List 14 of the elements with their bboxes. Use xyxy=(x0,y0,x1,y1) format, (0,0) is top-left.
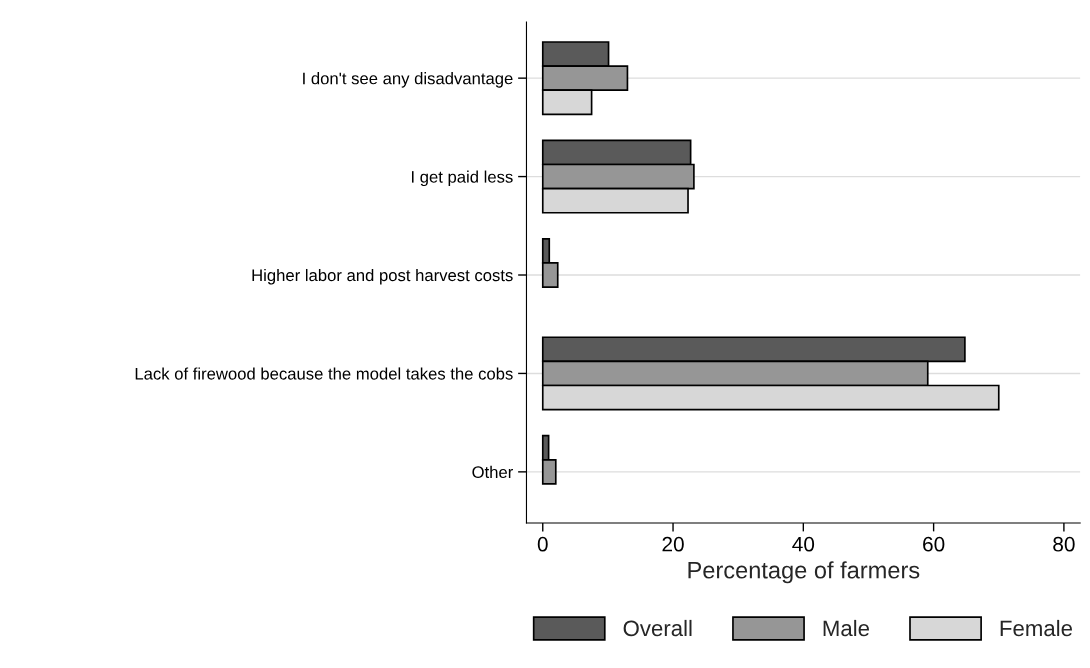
x-tick-label: 20 xyxy=(662,536,684,552)
y-tick-label: Other xyxy=(472,465,513,479)
x-tick-label: 40 xyxy=(792,536,815,552)
x-tick-label: 0 xyxy=(537,536,548,552)
x-axis-title: Percentage of farmers xyxy=(688,561,920,584)
x-tick-label: 80 xyxy=(1053,536,1075,552)
legend-label: Overall xyxy=(623,619,692,637)
x-tick-label: 60 xyxy=(923,536,945,552)
y-tick-label: Lack of firewood because the model takes the cobs xyxy=(135,367,513,380)
y-tick-label: I don't see any disadvantage xyxy=(303,72,513,88)
y-tick-label: I get paid less xyxy=(411,170,513,187)
y-tick-label: Higher labor and post harvest costs xyxy=(252,268,513,285)
legend-label: Female xyxy=(1000,619,1072,637)
legend-label: Male xyxy=(823,619,870,637)
